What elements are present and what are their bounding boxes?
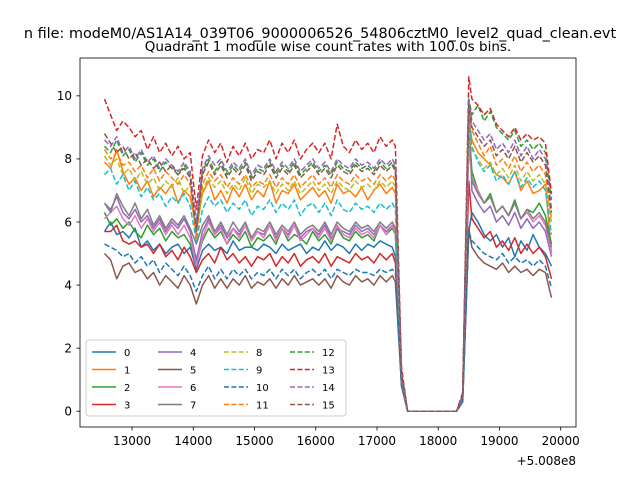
series-line-6 — [103, 145, 553, 412]
figure-suptitle: n file: modeM0/AS1A14_039T06_9000006526_… — [24, 26, 617, 42]
legend-label-1: 1 — [124, 366, 130, 377]
x-offset-label: +5.008e8 — [517, 454, 576, 468]
y-tick-label: 6 — [64, 215, 72, 229]
legend-box — [85, 339, 347, 417]
chart-title: Quadrant 1 module wise count rates with … — [145, 39, 511, 55]
series-line-0 — [103, 211, 553, 412]
series-line-7 — [103, 107, 553, 412]
series-line-13 — [103, 76, 553, 412]
axes-frame — [79, 57, 577, 428]
legend-label-4: 4 — [190, 348, 196, 359]
legend-label-13: 13 — [322, 366, 335, 377]
legend-label-15: 15 — [322, 401, 335, 412]
series-line-14 — [103, 98, 553, 412]
x-tick-label: 15000 — [235, 434, 273, 448]
y-tick-label: 0 — [64, 405, 72, 419]
legend-label-6: 6 — [190, 383, 196, 394]
series-line-3 — [104, 180, 553, 412]
x-tick-label: 13000 — [113, 434, 151, 448]
x-tick-label: 14000 — [174, 434, 212, 448]
legend-label-5: 5 — [190, 366, 196, 377]
legend-label-3: 3 — [124, 401, 130, 412]
x-tick-label: 16000 — [297, 434, 335, 448]
y-axis: 0 2 4 6 8 10 — [57, 89, 80, 419]
legend-label-10: 10 — [256, 383, 269, 394]
legend-label-9: 9 — [256, 366, 262, 377]
series-line-15 — [103, 104, 553, 412]
legend-label-2: 2 — [124, 383, 130, 394]
series-line-12 — [103, 98, 553, 412]
series-line-5 — [103, 227, 553, 412]
legend-label-8: 8 — [256, 348, 262, 359]
x-tick-label: 17000 — [358, 434, 396, 448]
legend-label-14: 14 — [322, 383, 335, 394]
y-tick-label: 2 — [64, 341, 72, 355]
plot-area — [103, 76, 553, 412]
series-line-9 — [103, 120, 553, 412]
x-tick-label: 18000 — [419, 434, 457, 448]
series-line-2 — [103, 123, 553, 412]
y-tick-label: 4 — [64, 278, 72, 292]
y-tick-label: 8 — [64, 152, 72, 166]
legend-label-0: 0 — [124, 348, 130, 359]
legend-label-11: 11 — [256, 401, 269, 412]
legend-label-7: 7 — [190, 401, 196, 412]
y-tick-label: 10 — [57, 89, 72, 103]
x-tick-label: 19000 — [480, 434, 518, 448]
x-tick-label: 20000 — [542, 434, 580, 448]
legend-label-12: 12 — [322, 348, 335, 359]
series-line-4 — [103, 101, 553, 412]
x-axis: 13000 14000 15000 16000 17000 18000 19000 20000 — [113, 427, 580, 448]
series-line-11 — [103, 101, 553, 412]
